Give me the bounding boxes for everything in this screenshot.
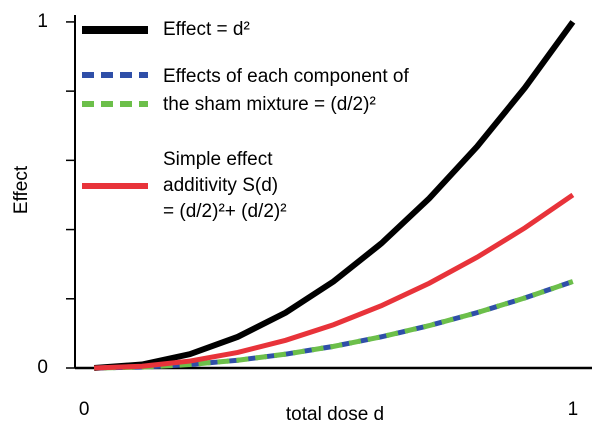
y-tick-label: 0 [37,357,48,378]
x-axis-label: total dose d [286,404,384,425]
x-tick-label: 1 [568,399,579,420]
y-tick-label: 1 [37,11,48,32]
legend-label: = (d/2)²+ (d/2)² [163,201,287,222]
y-axis-label: Effect [11,165,32,214]
legend-label: additivity S(d) [163,175,278,196]
legend-label: Effect = d² [163,19,250,40]
legend-label: the sham mixture = (d/2)² [163,94,376,115]
legend-label: Simple effect [163,149,273,170]
series-line [94,279,574,371]
x-tick-label: 0 [79,399,90,420]
series-line [94,192,575,371]
series-line [93,20,576,371]
series-line [94,279,574,371]
legend-label: Effects of each component of [163,66,409,87]
